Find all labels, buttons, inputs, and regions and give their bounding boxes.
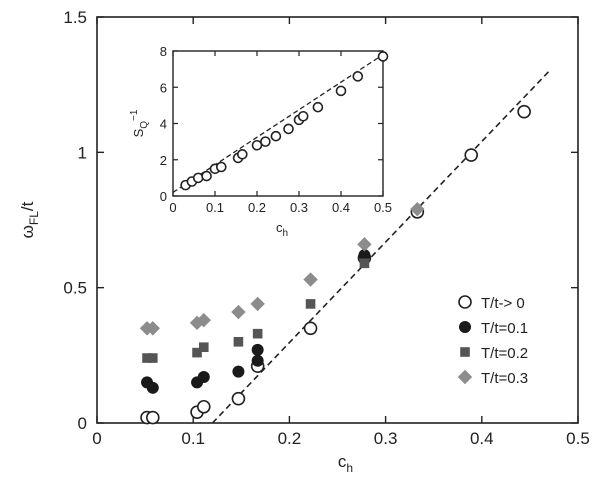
data-point	[146, 381, 159, 394]
inset-x-axis-title: ch	[276, 220, 288, 239]
data-point	[196, 312, 211, 328]
inset-data-point	[297, 110, 309, 122]
inset-data-point	[201, 170, 212, 182]
data-point	[410, 201, 425, 217]
x-axis-title: ch	[338, 452, 353, 472]
inset-y-tick-label: 0	[160, 189, 167, 204]
data-point	[189, 315, 205, 331]
inset-y-tick-label: 6	[160, 80, 167, 95]
x-tick-label: 0.1	[181, 429, 205, 448]
data-point	[145, 410, 160, 425]
legend-marker	[457, 369, 473, 385]
inset-y-tick-label: 2	[160, 153, 167, 168]
y-tick-label: 1	[78, 143, 87, 162]
inset-data-point	[377, 51, 389, 62]
x-tick-label: 0.3	[374, 429, 398, 448]
data-point	[359, 258, 370, 269]
data-point	[252, 328, 263, 339]
inset-data-point	[335, 85, 347, 97]
data-point	[198, 342, 209, 353]
inset-x-tick-label: 0.1	[206, 200, 224, 215]
x-tick-label: 0	[92, 429, 101, 448]
data-point	[305, 299, 316, 309]
data-point	[251, 343, 264, 356]
data-point	[517, 104, 531, 119]
data-point	[142, 353, 152, 363]
y-tick-label: 1.5	[63, 8, 87, 27]
inset-series-0	[180, 51, 389, 191]
data-point	[145, 321, 160, 336]
inset-fit-line	[172, 54, 384, 193]
inset-data-point	[352, 71, 364, 82]
main-plot-frame	[96, 16, 579, 424]
y-axis-title: ωFL/t	[18, 201, 41, 238]
inset-data-point	[192, 172, 204, 184]
inset-y-tick-label: 8	[160, 44, 167, 59]
inset-y-axis-title: SQ−1	[129, 109, 150, 137]
data-point	[233, 337, 244, 347]
x-tick-label: 0.2	[278, 429, 302, 448]
legend-marker	[460, 347, 470, 357]
inset-data-point	[312, 101, 324, 113]
data-point	[232, 365, 245, 378]
data-point	[196, 399, 211, 414]
data-point	[464, 148, 479, 162]
data-point	[358, 249, 371, 262]
y-tick-label: 0.5	[63, 279, 87, 298]
legend-label: T/t-> 0	[481, 295, 525, 312]
x-tick-label: 0.4	[470, 429, 494, 448]
inset-data-point	[237, 149, 248, 160]
inset-data-point	[251, 139, 263, 151]
data-point	[251, 354, 264, 367]
data-point	[231, 391, 246, 406]
y-tick-label: 0	[78, 414, 87, 433]
data-point	[250, 296, 265, 312]
inset-data-point	[216, 161, 227, 173]
inset-plot: 0 0.1 0.2 0.3 0.4 0.5 0 2 4 6 8 ch SQ−1	[129, 44, 392, 239]
inset-x-tick-label: 0.2	[248, 200, 266, 215]
legend-marker	[458, 295, 472, 309]
legend-label: T/t=0.2	[481, 345, 528, 362]
data-point	[197, 370, 210, 383]
inset-data-point	[260, 136, 271, 147]
series-3	[139, 201, 425, 336]
data-point	[357, 237, 372, 252]
main-fit-line	[211, 70, 550, 424]
x-tick-label: 0.5	[566, 429, 590, 448]
legend-label: T/t=0.1	[481, 320, 528, 337]
data-point	[147, 353, 158, 363]
series-1	[141, 249, 371, 394]
data-point	[303, 321, 318, 336]
inset-x-tick-label: 0.3	[290, 200, 308, 215]
data-point	[231, 304, 246, 320]
data-point	[192, 347, 202, 358]
inset-y-tick-label: 4	[160, 117, 167, 132]
legend-marker	[459, 321, 471, 333]
inset-x-tick-label: 0.5	[374, 200, 392, 215]
legend: T/t-> 0 T/t=0.1 T/t=0.2 T/t=0.3	[457, 295, 528, 387]
legend-label: T/t=0.3	[481, 370, 528, 387]
inset-data-point	[270, 130, 282, 142]
inset-data-point	[283, 123, 294, 135]
inset-x-tick-label: 0.4	[332, 200, 350, 215]
inset-x-tick-label: 0	[169, 200, 176, 215]
series-2	[142, 258, 370, 363]
data-point	[303, 272, 318, 287]
